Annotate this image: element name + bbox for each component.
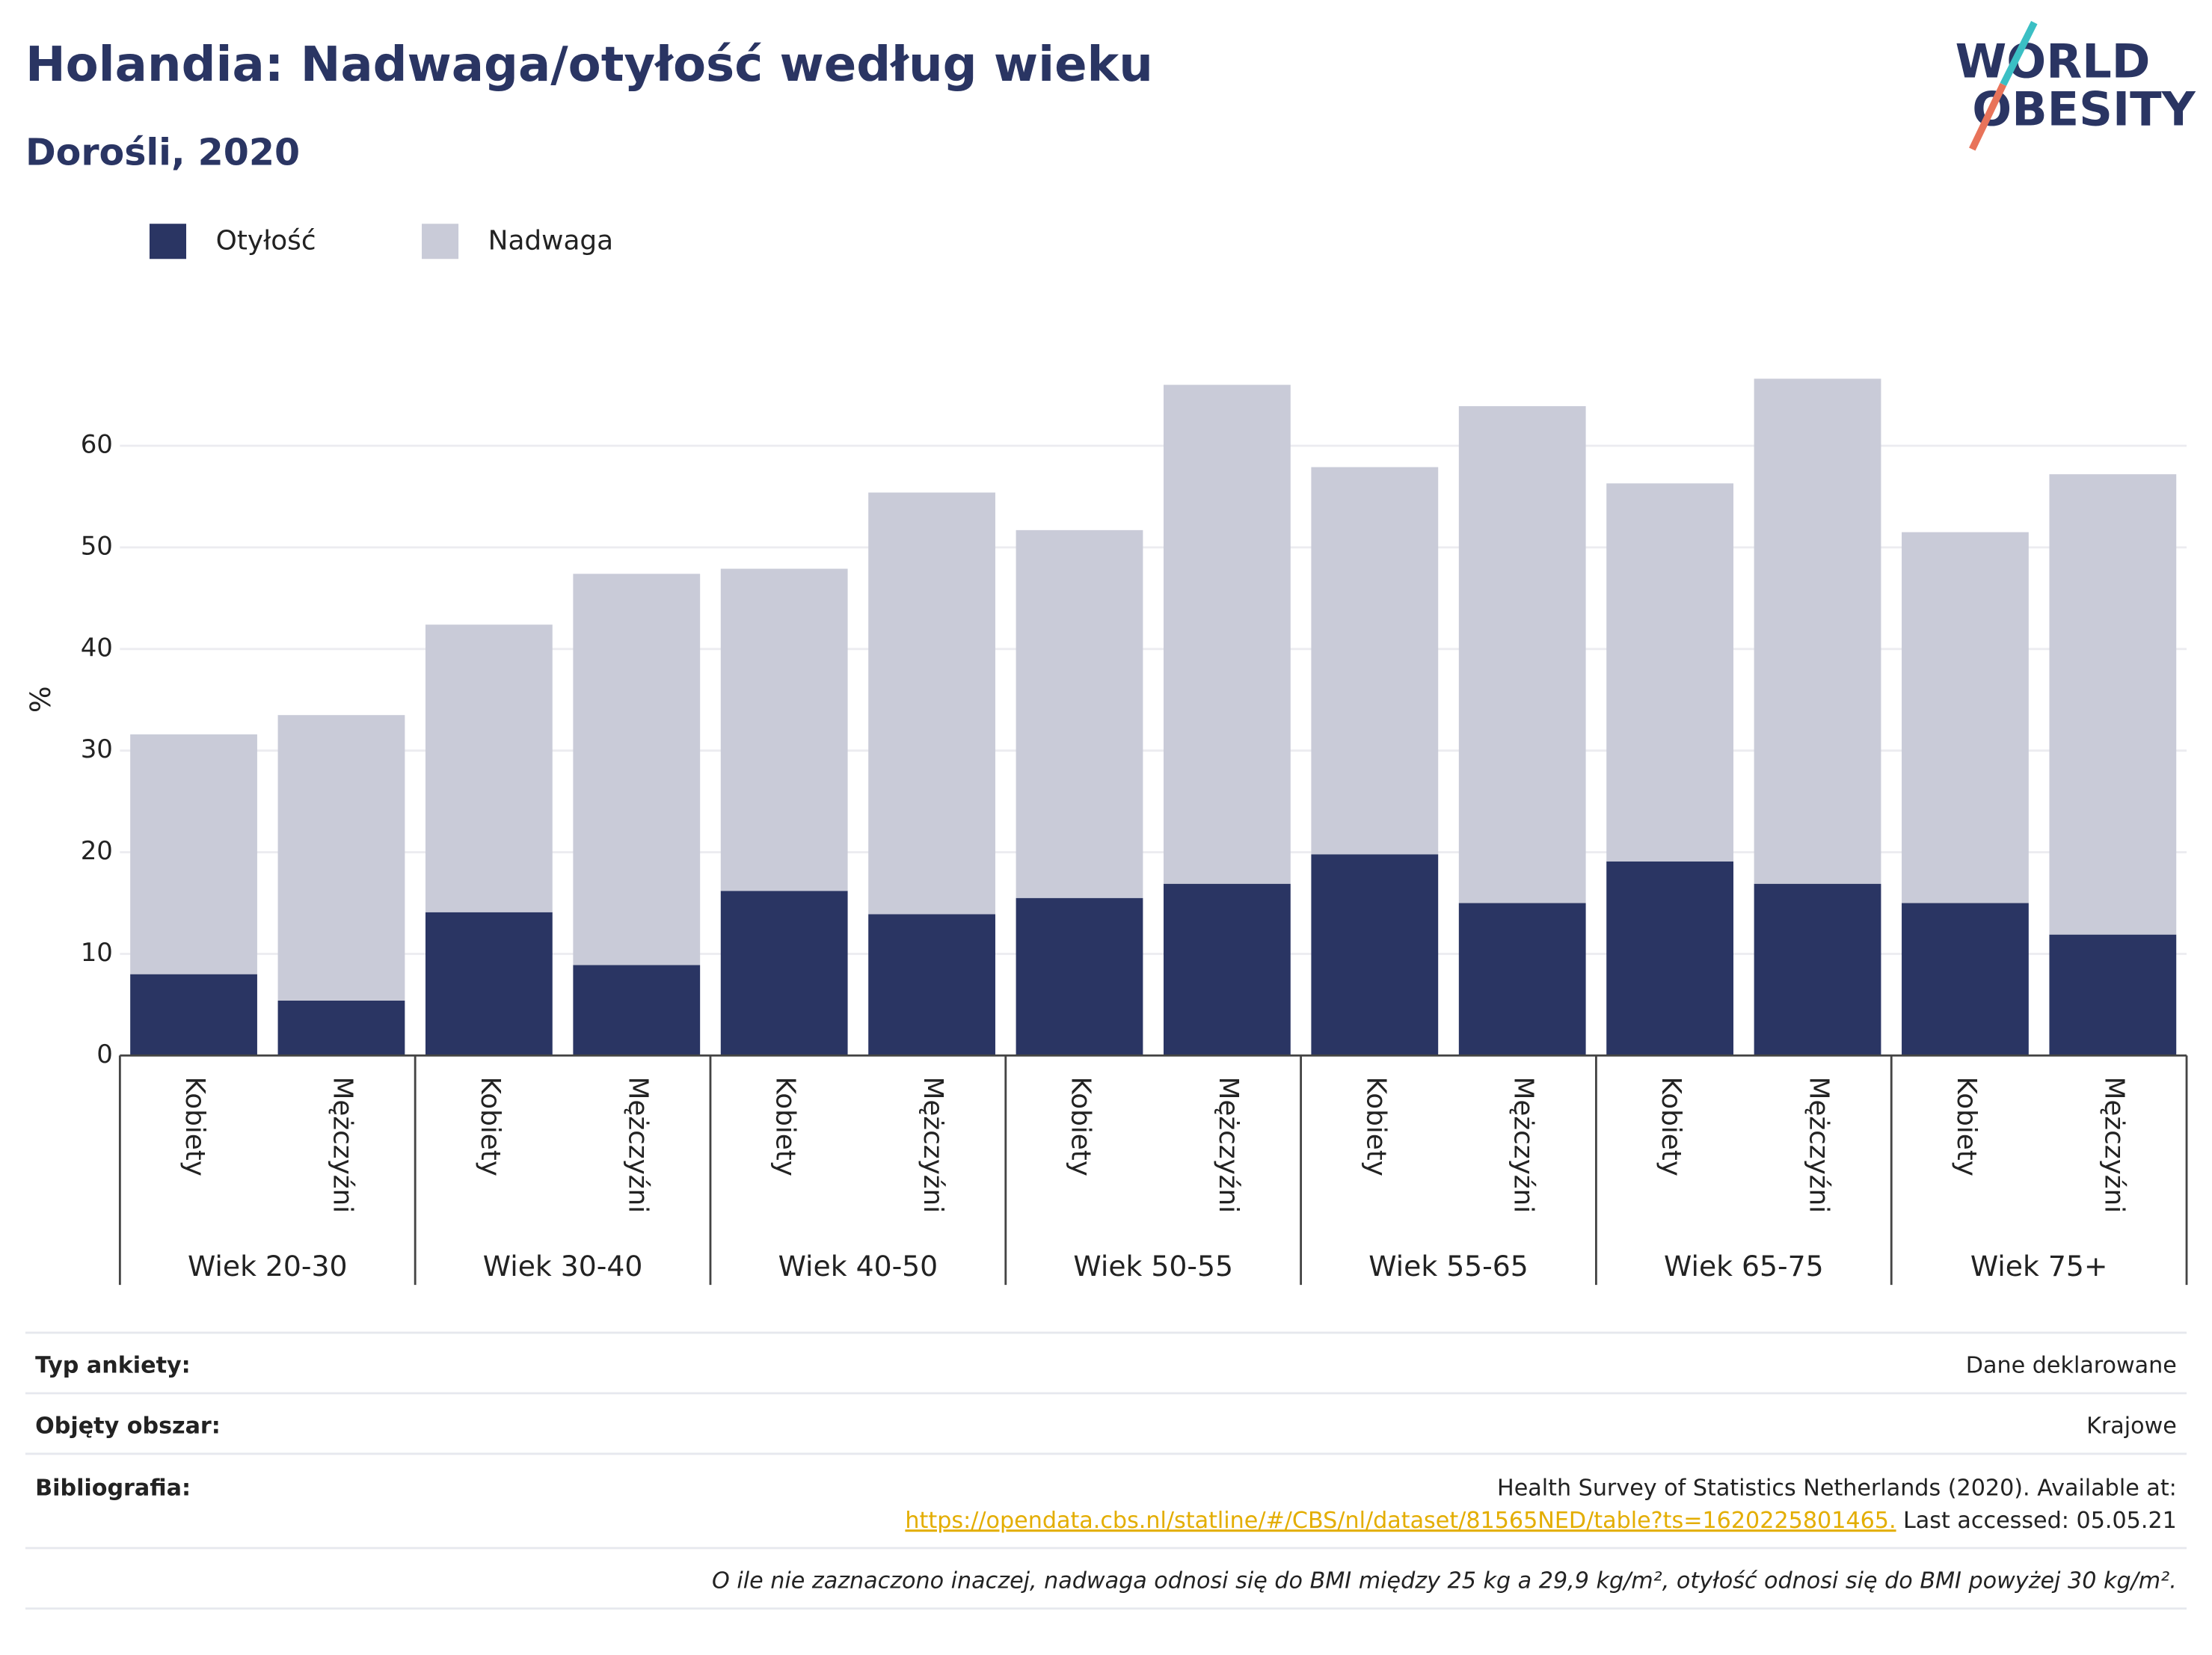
bar-segment — [130, 974, 257, 1056]
bar-segment — [1458, 406, 1586, 903]
bar-segment — [1311, 467, 1439, 855]
x-tick-label: Kobiety — [1951, 1077, 1982, 1176]
footer-value: https://opendata.cbs.nl/statline/#/CBS/n… — [905, 1508, 2176, 1534]
bar-segment — [573, 574, 701, 965]
group-label: Wiek 50-55 — [1073, 1250, 1233, 1283]
x-tick-label: Mężczyźni — [622, 1077, 653, 1213]
y-tick-label: 0 — [96, 1040, 113, 1069]
legend-label: Otyłość — [216, 226, 316, 257]
x-tick-label: Mężczyźni — [1213, 1077, 1244, 1213]
bar-segment — [1016, 897, 1143, 1056]
legend-label: Nadwaga — [488, 226, 613, 257]
x-tick-label: Kobiety — [770, 1077, 801, 1176]
bar-segment — [1016, 529, 1143, 898]
bar-segment — [1754, 883, 1881, 1056]
group-label: Wiek 20-30 — [188, 1250, 348, 1283]
bar-segment — [2049, 474, 2177, 935]
chart-subtitle: Dorośli, 2020 — [25, 132, 300, 174]
bar-segment — [573, 965, 701, 1056]
footer-value: Krajowe — [2086, 1413, 2177, 1440]
bar-segment — [1164, 384, 1291, 884]
x-tick-label: Mężczyźni — [918, 1077, 948, 1213]
bar-segment — [2049, 934, 2177, 1056]
logo-text: WORLD — [1956, 34, 2151, 89]
bar-segment — [1606, 483, 1734, 862]
x-tick-label: Kobiety — [475, 1077, 506, 1176]
logo-text: OBESITY — [1972, 82, 2196, 137]
y-tick-label: 40 — [81, 633, 113, 662]
bar-segment — [130, 734, 257, 974]
legend-swatch — [149, 224, 187, 260]
y-tick-label: 30 — [81, 734, 113, 764]
footer-value: Health Survey of Statistics Netherlands … — [1497, 1475, 2177, 1501]
group-label: Wiek 55-65 — [1368, 1250, 1529, 1283]
x-tick-label: Kobiety — [179, 1077, 210, 1176]
bibliography-text: Last accessed: 05.05.21 — [1903, 1508, 2177, 1534]
x-tick-label: Mężczyźni — [1508, 1077, 1539, 1213]
logo: WORLD OBESITY — [1956, 21, 2196, 151]
y-tick-label: 50 — [81, 531, 113, 560]
y-tick-label: 60 — [81, 430, 113, 459]
bar-segment — [868, 492, 995, 915]
bar-segment — [277, 715, 405, 1001]
footnote: O ile nie zaznaczono inaczej, nadwaga od… — [712, 1568, 2177, 1594]
chart-title: Holandia: Nadwaga/otyłość według wieku — [25, 37, 1153, 93]
x-tick-label: Mężczyźni — [327, 1077, 357, 1213]
bar-segment — [1458, 903, 1586, 1056]
bar-segment — [720, 891, 848, 1056]
logo-slash — [1969, 82, 2007, 151]
group-label: Wiek 30-40 — [483, 1250, 643, 1283]
group-label: Wiek 40-50 — [778, 1250, 938, 1283]
footer: Typ ankiety: Dane deklarowane Objęty obsza… — [25, 1331, 2187, 1610]
group-label: Wiek 75+ — [1970, 1250, 2108, 1283]
x-tick-label: Kobiety — [1656, 1077, 1686, 1176]
footer-value: Dane deklarowane — [1966, 1353, 2177, 1379]
group-label: Wiek 65-75 — [1664, 1250, 1824, 1283]
logo-slash — [2000, 21, 2038, 87]
bar-segment — [1754, 378, 1881, 884]
bar-segment — [1164, 883, 1291, 1056]
y-tick-label: 20 — [81, 836, 113, 865]
x-tick-label: Mężczyźni — [1804, 1077, 1834, 1213]
bar-segment — [425, 624, 553, 912]
bar-segment — [425, 912, 553, 1056]
bar-segment — [1902, 903, 2029, 1056]
x-tick-label: Kobiety — [1360, 1077, 1391, 1176]
x-tick-label: Kobiety — [1065, 1077, 1096, 1176]
footer-label: Bibliografia: — [35, 1475, 191, 1501]
bar-segment — [1606, 861, 1734, 1056]
y-tick-label: 10 — [81, 938, 113, 967]
bar-segment — [277, 1000, 405, 1056]
footer-label: Objęty obszar: — [35, 1413, 221, 1440]
bar-segment — [868, 914, 995, 1056]
bibliography-link: https://opendata.cbs.nl/statline/#/CBS/n… — [905, 1508, 1896, 1534]
y-axis-title: % — [24, 686, 57, 713]
bar-segment — [1902, 532, 2029, 903]
bar-segment — [1311, 854, 1439, 1056]
bar-segment — [720, 568, 848, 891]
legend-swatch — [422, 224, 459, 260]
footer-label: Typ ankiety: — [35, 1353, 191, 1379]
x-tick-label: Mężczyźni — [2098, 1077, 2129, 1213]
